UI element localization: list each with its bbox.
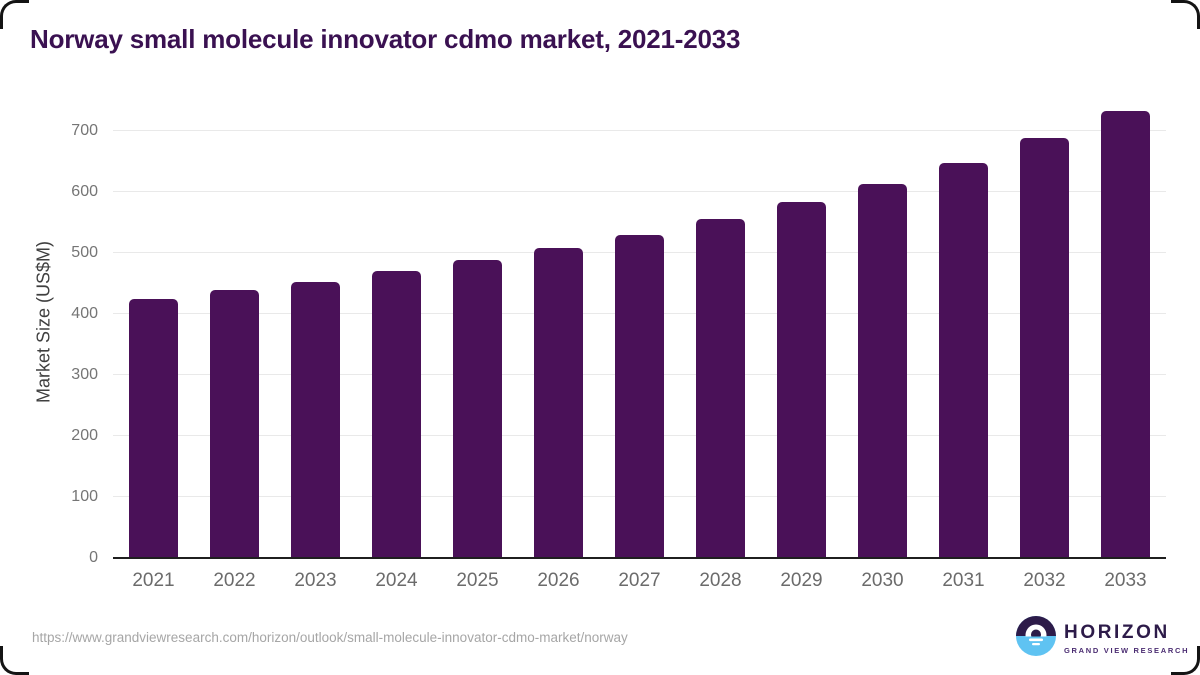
x-axis-line: [113, 557, 1166, 559]
bar-series: [113, 110, 1166, 558]
x-tick-2024: 2024: [375, 570, 418, 591]
x-tick-2031: 2031: [942, 570, 985, 591]
bar-2021: [129, 298, 178, 558]
bar-2023: [291, 281, 340, 558]
chart-title: Norway small molecule innovator cdmo mar…: [30, 24, 741, 54]
y-tick-600: 600: [71, 183, 98, 200]
brand-logo-text: HORIZON GRAND VIEW RESEARCH: [1064, 621, 1190, 655]
x-tick-2027: 2027: [618, 570, 661, 591]
frame-corner-top-right: [1171, 0, 1200, 29]
y-tick-100: 100: [71, 488, 98, 505]
bar-2029: [777, 202, 826, 558]
bar-2030: [858, 183, 907, 558]
y-tick-700: 700: [71, 122, 98, 139]
x-tick-2030: 2030: [861, 570, 904, 591]
bar-2022: [210, 290, 259, 558]
x-tick-2026: 2026: [537, 570, 580, 591]
plot-area: [113, 110, 1166, 559]
y-tick-200: 200: [71, 427, 98, 444]
x-tick-2023: 2023: [294, 570, 337, 591]
bar-2025: [453, 260, 502, 558]
x-tick-2033: 2033: [1104, 570, 1147, 591]
brand-subtitle: GRAND VIEW RESEARCH: [1064, 645, 1190, 655]
x-tick-2022: 2022: [213, 570, 256, 591]
x-axis-tick-labels: 2021 2022 2023 2024 2025 2026 2027 2028 2029 2030…: [113, 570, 1166, 592]
x-tick-2021: 2021: [132, 570, 175, 591]
brand-logo: HORIZON GRAND VIEW RESEARCH: [1015, 615, 1189, 662]
bar-2026: [534, 248, 583, 558]
x-tick-2032: 2032: [1023, 570, 1066, 591]
frame-corner-top-left: [0, 0, 29, 29]
y-tick-0: 0: [89, 549, 98, 566]
x-tick-2029: 2029: [780, 570, 823, 591]
bar-2032: [1020, 138, 1069, 558]
horizon-sunset-circle-icon: [1015, 615, 1057, 662]
bar-2024: [372, 271, 421, 558]
brand-name: HORIZON: [1064, 621, 1170, 643]
x-tick-2028: 2028: [699, 570, 742, 591]
x-tick-2025: 2025: [456, 570, 499, 591]
gridline-600: [113, 191, 1166, 192]
bar-2028: [696, 219, 745, 558]
y-tick-300: 300: [71, 366, 98, 383]
frame-corner-bottom-left: [0, 646, 29, 675]
gridline-700: [113, 130, 1166, 131]
bar-2033: [1101, 110, 1150, 558]
y-tick-400: 400: [71, 305, 98, 322]
bar-2027: [615, 234, 664, 558]
bar-2031: [939, 162, 988, 558]
y-tick-500: 500: [71, 244, 98, 261]
source-url: https://www.grandviewresearch.com/horizo…: [32, 630, 628, 645]
